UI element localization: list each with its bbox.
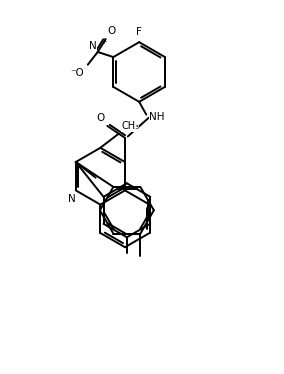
Text: N: N xyxy=(68,194,76,204)
Text: O: O xyxy=(96,113,105,123)
Text: +: + xyxy=(100,37,106,46)
Text: O: O xyxy=(107,26,115,36)
Text: F: F xyxy=(136,27,142,37)
Text: NH: NH xyxy=(149,113,165,122)
Text: ⁻O: ⁻O xyxy=(71,68,84,77)
Text: N: N xyxy=(89,40,96,50)
Text: CH₃: CH₃ xyxy=(121,121,139,131)
